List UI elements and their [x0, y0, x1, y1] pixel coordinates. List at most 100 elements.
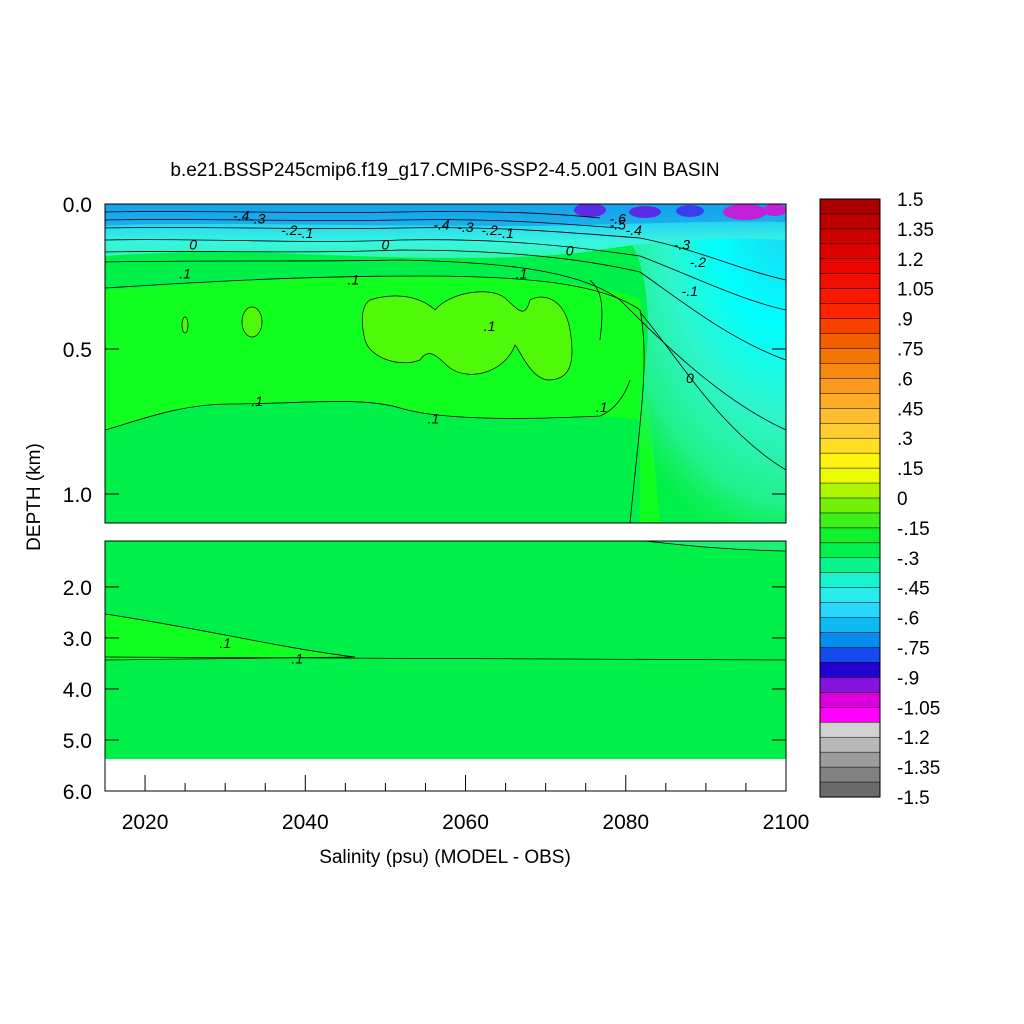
y-tick-label: 1.0	[63, 484, 92, 507]
colorbar-label: .6	[897, 369, 913, 390]
colorbar-swatch	[819, 273, 881, 290]
contour-label: .1	[179, 266, 191, 282]
colorbar-label: -1.2	[897, 728, 930, 749]
colorbar-swatch	[819, 452, 881, 469]
y-tick-label: 6.0	[63, 781, 92, 804]
x-tick-label: 2100	[763, 811, 810, 834]
colorbar-label: -1.5	[897, 788, 930, 809]
colorbar-label: .45	[897, 399, 923, 420]
colorbar-swatch	[819, 318, 881, 335]
colorbar-swatch	[819, 647, 881, 663]
small-patch-b	[181, 316, 189, 334]
colorbar-swatch	[819, 363, 881, 379]
colorbar-swatch	[819, 198, 881, 215]
colorbar-swatch	[819, 258, 881, 275]
contour-label: -.3	[674, 237, 691, 253]
colorbar: 1.5 1.35 1.2 1.05 .9 .75 .6 .45 .3 .15 0 -.15 -.3 -.4…	[819, 190, 940, 809]
contour-label: .1	[428, 411, 440, 427]
colorbar-label: -.6	[897, 609, 919, 630]
colorbar-swatch	[819, 707, 881, 723]
contour-label: .1	[596, 399, 608, 415]
colorbar-label: 1.5	[897, 190, 923, 211]
blob-magenta-d	[723, 204, 767, 220]
colorbar-label: -1.05	[897, 698, 940, 719]
upper-panel	[105, 204, 786, 523]
colorbar-label: 1.35	[897, 220, 934, 241]
contour-label: -.3	[249, 211, 266, 227]
colorbar-label: -.75	[897, 639, 930, 660]
colorbar-swatch	[819, 617, 881, 634]
contour-label: -.4	[626, 222, 643, 238]
contour-label: -.2	[690, 254, 707, 270]
colorbar-label: .9	[897, 310, 913, 331]
colorbar-swatch	[819, 677, 881, 693]
band-0-15-patch	[361, 291, 573, 381]
colorbar-swatch	[819, 527, 881, 544]
contour-label: -.1	[682, 283, 698, 299]
colorbar-swatch	[819, 497, 881, 514]
colorbar-swatch	[819, 587, 881, 604]
lower-panel-frame	[104, 540, 787, 792]
colorbar-swatch	[819, 766, 881, 783]
colorbar-swatch	[819, 467, 881, 484]
contour-label: -.4	[233, 208, 250, 224]
blob-magenta-e	[763, 204, 786, 216]
colorbar-swatch	[819, 736, 881, 753]
colorbar-frame	[819, 198, 881, 798]
colorbar-swatch	[819, 423, 881, 439]
contour-lines-upper	[105, 211, 786, 523]
colorbar-label: .3	[897, 429, 913, 450]
contour-label: -.2	[481, 222, 498, 238]
colorbar-label: 1.05	[897, 280, 934, 301]
colorbar-swatch	[819, 512, 881, 529]
upper-panel-frame	[104, 203, 787, 524]
colorbar-label: 0	[897, 489, 908, 510]
y-tick-label: 0.5	[63, 339, 92, 362]
colorbar-swatch	[819, 542, 881, 559]
contour-label: .1	[291, 650, 303, 666]
colorbar-label: -.9	[897, 668, 919, 689]
colorbar-label: -.15	[897, 519, 930, 540]
contour-label: -.1	[497, 225, 513, 241]
blob-blue-c	[676, 205, 704, 217]
colorbar-swatch	[819, 572, 881, 589]
axes: 2020 2040 2060 2080 2100 0.0 0.5 1.0 2.0 3.0 4.0 5.…	[63, 194, 810, 834]
blob-purple-b	[629, 206, 661, 218]
contour-label: -.6	[610, 211, 627, 227]
y-tick-label: 0.0	[63, 194, 92, 217]
contour-label: -.5	[610, 216, 627, 232]
contour-label: 0	[686, 370, 694, 386]
contour-labels: -.4 -.3-.2 -.10 0-.4 -.3 -.2 -.10-.6-.5 -.4-.3-…	[179, 208, 706, 667]
x-tick-label: 2080	[602, 811, 649, 834]
contour-label: -.3	[457, 219, 474, 235]
colorbar-swatch	[819, 243, 881, 260]
lower-panel	[105, 541, 786, 759]
y-tick-label: 2.0	[63, 577, 92, 600]
contour-label: .1	[484, 318, 496, 334]
colorbar-label: -1.35	[897, 758, 940, 779]
y-axis-title: DEPTH (km)	[24, 443, 45, 551]
colorbar-swatch	[819, 751, 881, 768]
colorbar-label: -.45	[897, 579, 930, 600]
colorbar-swatch	[819, 662, 881, 678]
contour-label: -.1	[297, 225, 313, 241]
contour-label: -.2	[281, 222, 298, 238]
colorbar-swatch	[819, 393, 881, 409]
colorbar-swatch	[819, 333, 881, 350]
colorbar-label: -.3	[897, 549, 919, 570]
eastern-fresh-anomaly	[600, 204, 786, 523]
contour-label: 0	[382, 237, 390, 253]
x-axis-title: Salinity (psu) (MODEL - OBS)	[319, 847, 571, 868]
colorbar-label: .75	[897, 340, 923, 361]
blob-purple-a	[574, 204, 606, 217]
y-tick-label: 3.0	[63, 628, 92, 651]
chart-title: b.e21.BSSP245cmip6.f19_g17.CMIP6-SSP2-4.…	[170, 160, 719, 181]
colorbar-swatch	[819, 602, 881, 619]
colorbar-label: 1.2	[897, 250, 923, 271]
contour-label: .1	[516, 266, 528, 282]
contour-label: .1	[219, 635, 231, 651]
colorbar-swatch	[819, 781, 881, 798]
colorbar-swatch	[819, 303, 881, 320]
x-tick-label: 2040	[282, 811, 329, 834]
